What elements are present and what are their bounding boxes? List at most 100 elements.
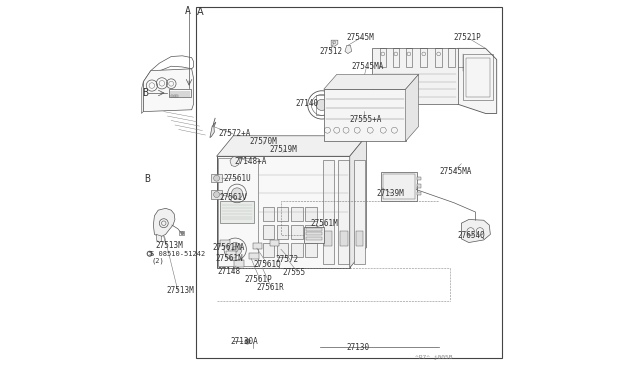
Text: 27572+A: 27572+A (218, 129, 250, 138)
Bar (305, 207, 317, 221)
Text: 27561N: 27561N (216, 254, 243, 263)
Text: 27148: 27148 (218, 267, 241, 276)
Text: 27545MA: 27545MA (439, 167, 472, 176)
Bar (220, 240, 230, 246)
Circle shape (232, 246, 238, 252)
Bar (291, 225, 303, 239)
Text: A: A (196, 7, 203, 17)
Bar (435, 48, 442, 67)
Bar (172, 95, 173, 97)
Circle shape (214, 192, 220, 198)
Bar (170, 89, 191, 97)
Bar (466, 58, 490, 97)
Text: 27570M: 27570M (250, 137, 277, 146)
Bar (420, 48, 427, 67)
Bar (324, 89, 406, 141)
Bar (406, 48, 412, 67)
Text: 27512: 27512 (319, 47, 342, 56)
Text: 27572: 27572 (275, 255, 298, 264)
Bar (263, 243, 275, 257)
Polygon shape (458, 48, 497, 113)
Bar (316, 95, 328, 115)
Text: B: B (144, 174, 150, 184)
Polygon shape (230, 156, 240, 167)
Bar (417, 184, 421, 188)
Bar (291, 243, 303, 257)
Text: 27555+A: 27555+A (349, 115, 381, 124)
Circle shape (232, 188, 243, 199)
Text: A: A (185, 6, 191, 16)
Bar (324, 231, 332, 246)
Text: B: B (142, 88, 148, 98)
Text: 27140: 27140 (296, 99, 319, 108)
Bar (179, 231, 184, 235)
Text: 27654Q: 27654Q (458, 231, 485, 240)
Bar (306, 232, 322, 235)
Text: 27555: 27555 (283, 268, 306, 277)
Bar (381, 172, 417, 201)
Bar (291, 207, 303, 221)
Text: 27561U: 27561U (223, 174, 251, 183)
Bar (354, 160, 365, 264)
Bar (218, 158, 257, 266)
Text: 27130: 27130 (346, 343, 369, 352)
Bar (196, 7, 502, 358)
Bar (253, 243, 262, 249)
Bar (227, 251, 236, 258)
Text: 27561P: 27561P (245, 275, 273, 283)
Polygon shape (345, 45, 351, 54)
Text: 27545M: 27545M (347, 33, 374, 42)
Bar (177, 95, 179, 97)
Bar (463, 54, 493, 100)
Polygon shape (372, 48, 458, 104)
Bar (392, 48, 399, 67)
Bar (356, 231, 363, 246)
Text: 27545MA: 27545MA (351, 62, 384, 71)
Text: 27561MA: 27561MA (212, 243, 244, 252)
Polygon shape (210, 122, 216, 138)
Circle shape (181, 232, 184, 235)
Polygon shape (141, 82, 143, 113)
Bar (277, 225, 289, 239)
Bar (328, 99, 333, 112)
Bar (323, 160, 334, 264)
Bar (305, 227, 324, 243)
Text: 27561Q: 27561Q (253, 260, 281, 269)
Text: S 08510-51242: S 08510-51242 (150, 251, 205, 257)
Bar (305, 225, 317, 239)
Bar (211, 174, 222, 182)
Circle shape (228, 243, 242, 256)
Polygon shape (324, 74, 419, 89)
Circle shape (245, 339, 250, 344)
Bar (417, 192, 421, 195)
Text: 27561M: 27561M (310, 219, 339, 228)
Text: 27513M: 27513M (167, 286, 195, 295)
Text: S: S (148, 251, 151, 256)
Bar (211, 190, 222, 199)
Bar (305, 243, 317, 257)
Text: 27561V: 27561V (219, 193, 247, 202)
Bar (338, 160, 349, 264)
Bar (306, 228, 322, 231)
Bar (263, 207, 275, 221)
Text: 27139M: 27139M (376, 189, 404, 198)
Bar (417, 177, 421, 180)
Polygon shape (154, 208, 175, 236)
Circle shape (214, 175, 220, 181)
Text: 27561R: 27561R (257, 283, 284, 292)
Polygon shape (156, 234, 161, 243)
Bar (340, 231, 348, 246)
Bar (216, 156, 349, 268)
Polygon shape (349, 136, 367, 268)
Circle shape (316, 99, 328, 110)
Text: (2): (2) (152, 258, 164, 264)
Bar (277, 243, 289, 257)
Bar (306, 237, 322, 240)
Text: 27148+A: 27148+A (234, 157, 267, 166)
Bar (234, 260, 244, 267)
Bar (383, 174, 415, 199)
Bar (220, 201, 254, 223)
Text: ^P7^ j005B: ^P7^ j005B (415, 355, 452, 360)
Bar (277, 207, 289, 221)
Bar (449, 48, 455, 67)
